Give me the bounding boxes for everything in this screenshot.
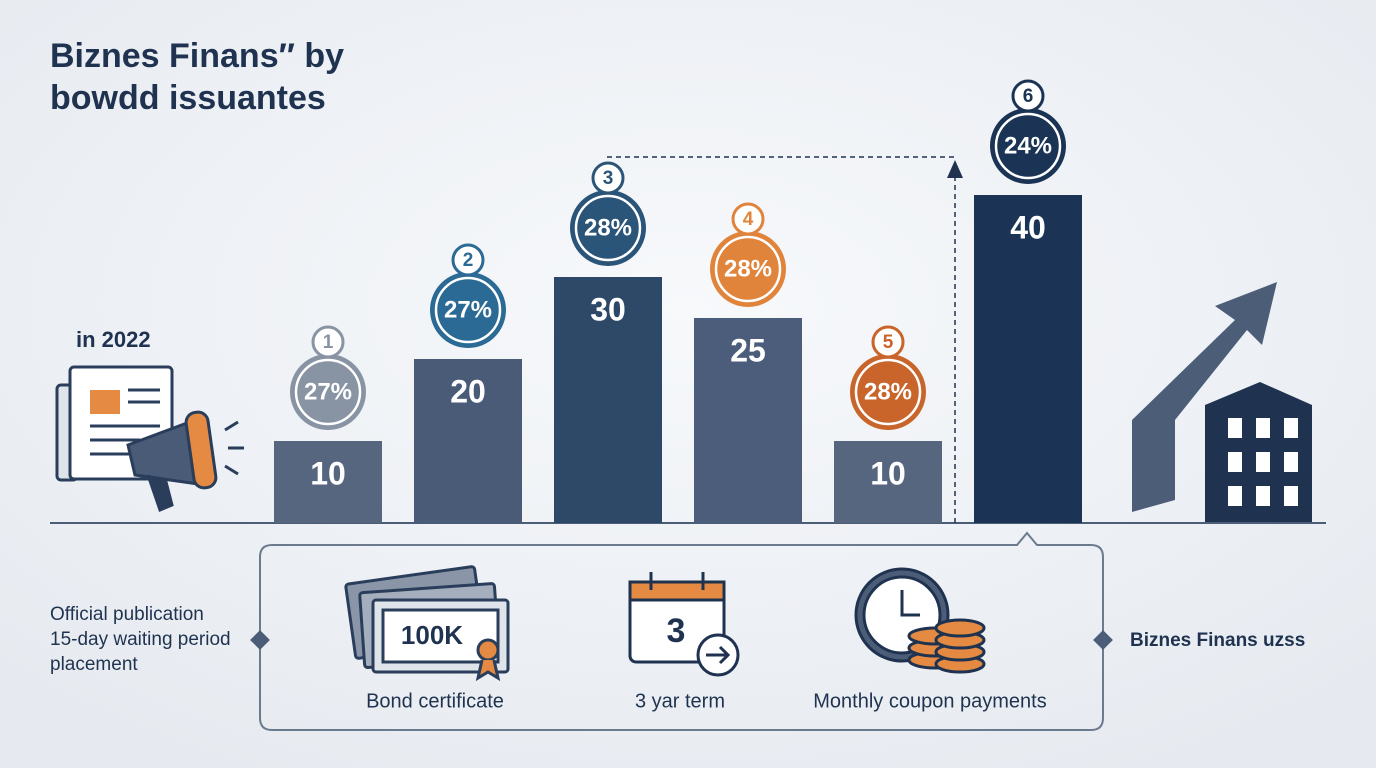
title-line: Biznes Finans″ by	[50, 37, 344, 75]
step-label: 2	[463, 250, 474, 271]
rate-badge	[850, 354, 926, 430]
step-label: 6	[1023, 86, 1034, 107]
rate-badge	[990, 108, 1066, 184]
bond-amount: 100K	[401, 620, 463, 650]
step-badge	[451, 243, 485, 277]
bond-icon	[344, 565, 510, 682]
item-label: Bond certificate	[366, 690, 504, 712]
bar	[554, 277, 662, 523]
step-badge	[1011, 79, 1045, 113]
info-panel	[259, 531, 1104, 731]
rate-badge	[430, 272, 506, 348]
rate-badge	[710, 231, 786, 307]
rate-badge-ring	[434, 276, 502, 344]
title-line: bowdd issuantes	[50, 79, 326, 117]
announcement-icon	[55, 365, 244, 512]
step-badge	[731, 202, 765, 236]
term-number: 3	[667, 612, 686, 650]
value-label: 10	[870, 455, 906, 491]
value-label: 10	[310, 455, 346, 491]
step-badge	[311, 325, 345, 359]
rate-badge	[570, 190, 646, 266]
note: 15-day waiting period	[50, 629, 231, 650]
calendar-icon	[628, 572, 740, 677]
rate-label: 27%	[444, 296, 492, 323]
rate-label: 27%	[304, 378, 352, 405]
bar	[414, 359, 522, 523]
value-label: 20	[450, 373, 486, 409]
growth-icon	[1132, 282, 1312, 522]
step-badge	[871, 325, 905, 359]
rate-badge-ring	[854, 358, 922, 426]
rate-label: 28%	[864, 378, 912, 405]
note: Official publication	[50, 604, 204, 625]
rate-badge-ring	[714, 235, 782, 303]
value-label: 25	[730, 332, 766, 368]
item-label: 3 yar term	[635, 690, 725, 712]
note: placement	[50, 654, 138, 675]
step-label: 5	[883, 332, 894, 353]
bar	[974, 195, 1082, 523]
guide-line	[607, 156, 956, 523]
rate-badge-ring	[294, 358, 362, 426]
value-label: 30	[590, 291, 626, 327]
bar	[274, 441, 382, 523]
rate-label: 28%	[584, 214, 632, 241]
bar	[694, 318, 802, 523]
bar	[834, 441, 942, 523]
year-label: in 2022	[76, 327, 151, 352]
value-label: 40	[1010, 209, 1046, 245]
rate-label: 24%	[1004, 132, 1052, 159]
item-label: Monthly coupon payments	[813, 690, 1046, 712]
brand: Biznes Finans uzss	[1130, 630, 1305, 651]
rate-label: 28%	[724, 255, 772, 282]
diamond	[1093, 630, 1113, 650]
step-label: 4	[743, 209, 754, 230]
step-label: 3	[603, 168, 614, 189]
rate-badge-ring	[994, 112, 1062, 180]
step-badge	[591, 161, 625, 195]
rate-badge-ring	[574, 194, 642, 262]
guide-arrow	[947, 160, 963, 178]
step-label: 1	[323, 332, 334, 353]
clock-coins-icon	[854, 567, 986, 674]
rate-badge	[290, 354, 366, 430]
